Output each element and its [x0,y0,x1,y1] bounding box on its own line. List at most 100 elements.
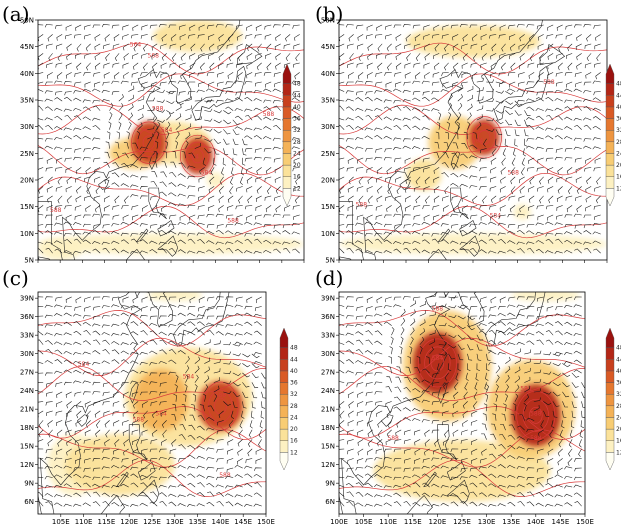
wind-barb [471,72,478,80]
wind-barb [405,195,411,203]
wind-speed-shading [406,158,442,191]
wind-barb [357,429,364,436]
wind-barb [516,99,525,104]
wind-barb [130,184,139,188]
wind-barb [473,391,478,400]
wind-barb [339,248,345,254]
wind-barb [575,43,582,50]
wind-barb [216,491,224,497]
colorbar-tick-label: 36 [290,380,298,387]
wind-barb [552,391,561,397]
wind-barb [516,484,525,488]
wind-barb [457,353,464,361]
wind-barb [239,176,243,185]
wind-barb [139,314,148,319]
coastline [125,248,145,260]
wind-barb [253,107,262,111]
wind-barb [149,249,158,254]
wind-barb [495,374,500,383]
wind-barb [375,205,383,211]
wind-barb [244,473,253,478]
wind-barb [218,410,224,418]
wind-barb [346,167,354,172]
wind-barb [432,372,440,378]
wind-barb [158,24,167,28]
wind-barb [421,389,430,393]
wind-barb [118,121,122,130]
wind-barb [387,366,392,374]
wind-barb [450,467,459,471]
wind-barb [516,241,525,245]
wind-barb [518,195,525,202]
wind-barb [38,315,44,317]
colorbar-segment [605,106,615,119]
wind-barb [113,391,120,398]
wind-barb [524,349,532,355]
wind-barb [526,214,535,219]
wind-barb [283,43,291,49]
wind-barb [216,429,224,435]
wind-barb [374,233,383,237]
coastline [339,256,352,260]
wind-barb [519,205,525,213]
wind-barb [178,444,186,450]
wind-barb [139,340,148,345]
wind-barb [440,89,449,92]
wind-barb [120,232,129,236]
wind-barb [158,229,167,235]
wind-barb [272,117,281,121]
wind-barb [194,106,203,111]
wind-barb [585,72,592,79]
wind-barb [158,296,167,300]
wind-barb [187,185,196,189]
wind-barb [403,439,411,444]
wind-barb [413,186,421,192]
wind-barb [56,401,63,408]
wind-barb [526,145,535,149]
wind-barb [237,448,243,456]
wind-barb [498,330,506,336]
wind-barb [374,351,383,355]
wind-barb [104,420,110,428]
wind-barb [499,81,506,87]
wind-barb [375,448,383,454]
wind-barb [564,72,573,76]
wind-barb [526,98,535,102]
wind-barb [510,62,516,71]
wind-barb [375,81,383,87]
wind-barb [339,410,345,419]
wind-barb [74,429,82,435]
wind-barb [120,342,129,346]
wind-barb [38,306,44,307]
wind-barb [111,494,120,497]
wind-barb [111,333,120,337]
wind-barb [433,186,440,194]
wind-barb [412,398,421,402]
wind-barb [429,302,437,307]
wind-barb [573,333,582,337]
wind-barb [240,167,245,176]
wind-barb [566,53,573,59]
wind-barb [255,53,262,59]
wind-barb [384,223,392,228]
wind-barb [568,448,573,457]
wind-barb [583,145,592,149]
wind-barb [442,401,449,407]
wind-barb [573,323,582,327]
wind-barb [457,325,466,330]
wind-barb [253,492,262,497]
wind-barb [514,366,521,374]
wind-barb [272,88,281,92]
wind-barb [545,96,554,102]
wind-barb [488,221,497,225]
wind-barb [565,34,573,40]
wind-barb [48,429,53,438]
wind-barb [514,110,522,116]
wind-barb [131,429,139,435]
wind-barb [63,233,72,237]
wind-barb [469,155,478,159]
panel-c: (c) 584 584 588 584 588 588 105E 110E 115E 120E 12… [0,264,310,527]
wind-barb [187,81,196,86]
wind-barb [346,501,354,507]
wind-barb [355,502,364,507]
